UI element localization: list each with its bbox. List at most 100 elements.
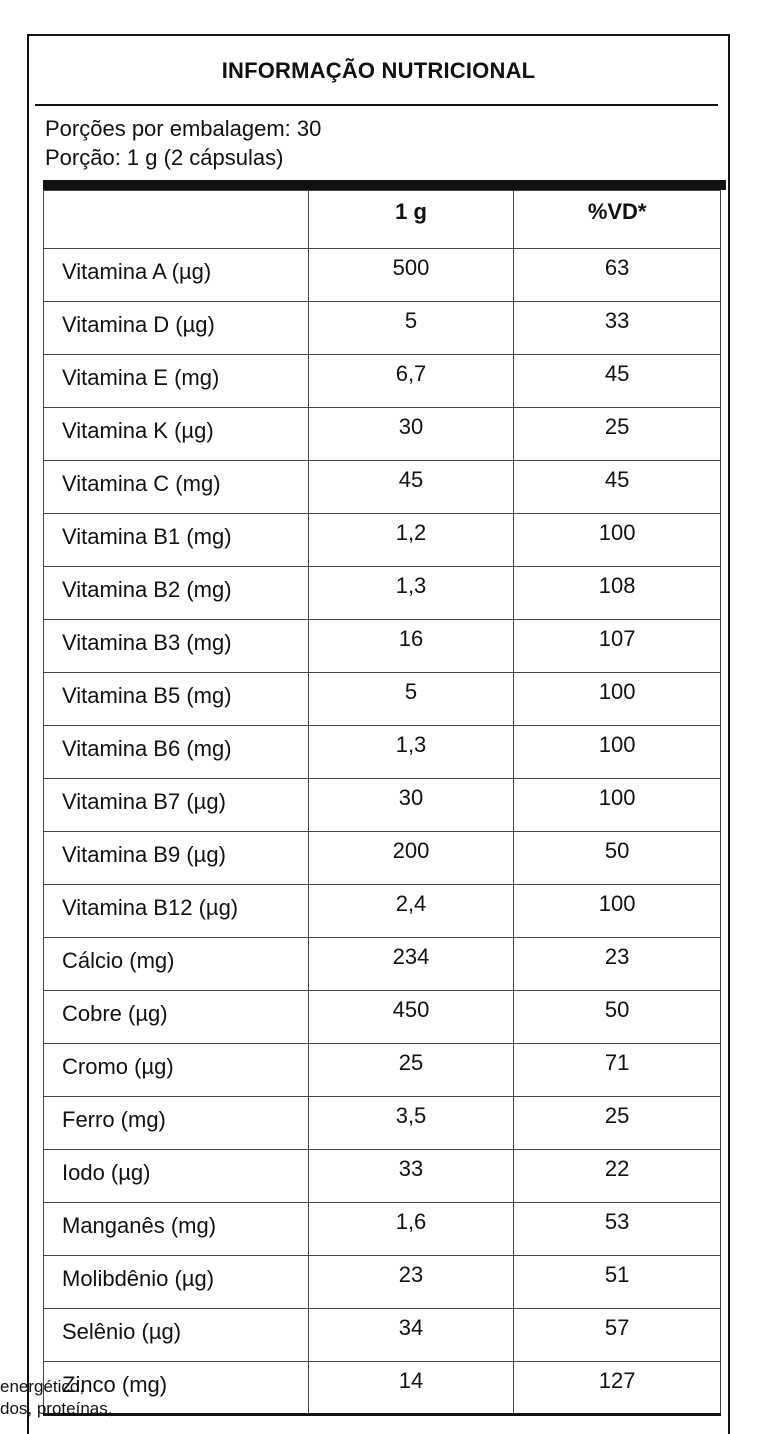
thick-divider <box>43 180 726 190</box>
nutrient-name: Vitamina B12 (µg) <box>43 884 309 938</box>
table-row: Vitamina K (µg) 30 25 <box>43 407 721 461</box>
nutrient-dv: 53 <box>513 1202 721 1256</box>
table-row: Vitamina B7 (µg) 30 100 <box>43 778 721 832</box>
nutrient-name: Vitamina B1 (mg) <box>43 513 309 567</box>
nutrient-dv: 50 <box>513 990 721 1044</box>
footnote-line-1: energético, <box>0 1377 85 1396</box>
header-dv: %VD* <box>513 190 721 249</box>
nutrient-amount: 1,3 <box>307 566 515 620</box>
nutrient-dv: 45 <box>513 354 721 408</box>
nutrient-name: Selênio (µg) <box>43 1308 309 1362</box>
nutrient-amount: 16 <box>307 619 515 673</box>
table-row: Cálcio (mg) 234 23 <box>43 937 721 991</box>
table-row: Cromo (µg) 25 71 <box>43 1043 721 1097</box>
footnote-line-2: dos, proteínas, <box>0 1399 113 1418</box>
footnote-fragment: energético, dos, proteínas, <box>0 1376 112 1420</box>
nutrient-dv: 100 <box>513 778 721 832</box>
table-row: Vitamina A (µg) 500 63 <box>43 248 721 302</box>
nutrient-dv: 100 <box>513 725 721 779</box>
nutrient-name: Vitamina B3 (mg) <box>43 619 309 673</box>
nutrient-amount: 500 <box>307 248 515 302</box>
nutrient-name: Vitamina A (µg) <box>43 248 309 302</box>
nutrient-name: Molibdênio (µg) <box>43 1255 309 1309</box>
table-row: Vitamina B3 (mg) 16 107 <box>43 619 721 673</box>
nutrient-name: Vitamina E (mg) <box>43 354 309 408</box>
servings-per-package: Porções por embalagem: 30 <box>45 116 322 141</box>
serving-info: Porções por embalagem: 30 Porção: 1 g (2… <box>45 114 321 172</box>
table-row: Ferro (mg) 3,5 25 <box>43 1096 721 1150</box>
nutrient-amount: 234 <box>307 937 515 991</box>
nutrient-dv: 100 <box>513 672 721 726</box>
nutrient-dv: 100 <box>513 513 721 567</box>
nutrient-dv: 107 <box>513 619 721 673</box>
nutrient-name: Vitamina B5 (mg) <box>43 672 309 726</box>
nutrient-name: Vitamina K (µg) <box>43 407 309 461</box>
nutrient-amount: 1,6 <box>307 1202 515 1256</box>
table-row: Vitamina C (mg) 45 45 <box>43 460 721 514</box>
nutrient-name: Vitamina B7 (µg) <box>43 778 309 832</box>
nutrient-dv: 51 <box>513 1255 721 1309</box>
table-row: Zinco (mg) 14 127 <box>43 1361 721 1416</box>
table-row: Vitamina B12 (µg) 2,4 100 <box>43 884 721 938</box>
nutrient-name: Vitamina C (mg) <box>43 460 309 514</box>
nutrient-name: Vitamina B9 (µg) <box>43 831 309 885</box>
nutrient-name: Ferro (mg) <box>43 1096 309 1150</box>
nutrient-dv: 23 <box>513 937 721 991</box>
nutrient-dv: 100 <box>513 884 721 938</box>
nutrient-dv: 50 <box>513 831 721 885</box>
header-nutrient <box>43 190 309 249</box>
label-title: INFORMAÇÃO NUTRICIONAL <box>221 58 536 83</box>
nutrient-amount: 14 <box>307 1361 515 1416</box>
nutrient-name: Vitamina D (µg) <box>43 301 309 355</box>
nutrient-dv: 57 <box>513 1308 721 1362</box>
table-body: Vitamina A (µg) 500 63 Vitamina D (µg) 5 33 Vi… <box>43 248 721 1416</box>
nutrient-name: Cromo (µg) <box>43 1043 309 1097</box>
nutrition-table: 1 g %VD* Vitamina A (µg) 500 63 Vitamina D … <box>43 190 721 1416</box>
nutrient-name: Iodo (µg) <box>43 1149 309 1203</box>
nutrient-amount: 3,5 <box>307 1096 515 1150</box>
table-header-row: 1 g %VD* <box>43 190 721 249</box>
nutrient-dv: 71 <box>513 1043 721 1097</box>
table-row: Vitamina D (µg) 5 33 <box>43 301 721 355</box>
nutrient-dv: 127 <box>513 1361 721 1416</box>
nutrient-amount: 5 <box>307 301 515 355</box>
serving-size: Porção: 1 g (2 cápsulas) <box>45 145 284 170</box>
nutrient-amount: 25 <box>307 1043 515 1097</box>
table-row: Vitamina B9 (µg) 200 50 <box>43 831 721 885</box>
nutrient-dv: 25 <box>513 407 721 461</box>
table-row: Vitamina B5 (mg) 5 100 <box>43 672 721 726</box>
header-amount: 1 g <box>307 190 515 249</box>
nutrient-amount: 1,3 <box>307 725 515 779</box>
nutrient-dv: 25 <box>513 1096 721 1150</box>
table-row: Iodo (µg) 33 22 <box>43 1149 721 1203</box>
title-divider <box>35 104 718 106</box>
table-row: Molibdênio (µg) 23 51 <box>43 1255 721 1309</box>
nutrient-amount: 1,2 <box>307 513 515 567</box>
nutrient-amount: 45 <box>307 460 515 514</box>
nutrient-dv: 45 <box>513 460 721 514</box>
nutrient-dv: 108 <box>513 566 721 620</box>
nutrition-facts-panel: INFORMAÇÃO NUTRICIONAL Porções por embal… <box>27 34 730 1434</box>
table-row: Vitamina B1 (mg) 1,2 100 <box>43 513 721 567</box>
nutrient-name: Cálcio (mg) <box>43 937 309 991</box>
nutrient-dv: 33 <box>513 301 721 355</box>
nutrient-amount: 6,7 <box>307 354 515 408</box>
nutrient-amount: 30 <box>307 778 515 832</box>
nutrient-amount: 34 <box>307 1308 515 1362</box>
nutrient-amount: 30 <box>307 407 515 461</box>
nutrient-name: Zinco (mg) <box>43 1361 309 1416</box>
table-row: Vitamina E (mg) 6,7 45 <box>43 354 721 408</box>
nutrient-amount: 33 <box>307 1149 515 1203</box>
table-row: Selênio (µg) 34 57 <box>43 1308 721 1362</box>
nutrient-amount: 2,4 <box>307 884 515 938</box>
table-row: Cobre (µg) 450 50 <box>43 990 721 1044</box>
nutrient-dv: 63 <box>513 248 721 302</box>
nutrient-amount: 23 <box>307 1255 515 1309</box>
nutrient-name: Cobre (µg) <box>43 990 309 1044</box>
nutrient-dv: 22 <box>513 1149 721 1203</box>
table-row: Vitamina B6 (mg) 1,3 100 <box>43 725 721 779</box>
nutrient-name: Manganês (mg) <box>43 1202 309 1256</box>
table-row: Manganês (mg) 1,6 53 <box>43 1202 721 1256</box>
nutrient-name: Vitamina B6 (mg) <box>43 725 309 779</box>
nutrient-name: Vitamina B2 (mg) <box>43 566 309 620</box>
